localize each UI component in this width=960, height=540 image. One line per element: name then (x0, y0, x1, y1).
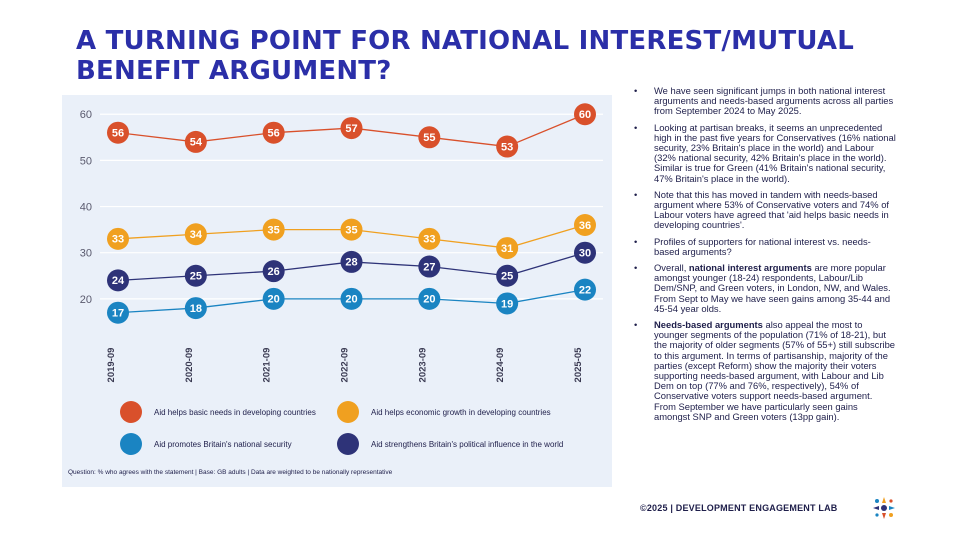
line-chart: 20 30 40 50 60 2019-09 2020-09 2021-09 2022-09 20… (80, 103, 603, 383)
data-point (262, 121, 285, 144)
data-point (184, 223, 207, 246)
copyright-brand: ©2025 | DEVELOPMENT ENGAGEMENT LAB (640, 503, 838, 513)
commentary-list: We have seen significant jumps in both n… (634, 85, 896, 428)
y-tick-label: 20 (80, 294, 92, 306)
legend-label: Aid helps economic growth in developing … (371, 407, 551, 417)
data-point (340, 117, 363, 140)
data-label: 60 (579, 109, 591, 121)
x-tick-label: 2021-09 (262, 348, 273, 383)
data-point (184, 297, 207, 320)
del-logo-icon (873, 497, 895, 519)
data-label: 53 (501, 141, 513, 153)
y-tick-label: 30 (80, 248, 92, 260)
bullet-item: Note that this has moved in tandem with … (634, 189, 896, 231)
data-point (184, 130, 207, 153)
data-point (340, 287, 363, 310)
data-point (340, 250, 363, 273)
data-label: 54 (190, 137, 203, 149)
legend-item-basic-needs: Aid helps basic needs in developing coun… (120, 401, 316, 423)
data-label: 18 (190, 303, 202, 315)
data-point (496, 237, 519, 260)
data-label: 22 (579, 284, 591, 296)
data-label: 24 (112, 275, 125, 287)
chart-panel: 20 30 40 50 60 2019-09 2020-09 2021-09 2022-09 20… (62, 95, 612, 487)
legend-marker (120, 433, 142, 455)
data-label: 34 (190, 229, 203, 241)
bullet-item: We have seen significant jumps in both n… (634, 85, 896, 117)
x-tick-label: 2019-09 (106, 348, 117, 383)
data-label: 20 (268, 294, 280, 306)
legend-item-national-security: Aid promotes Britain's national security (120, 433, 292, 455)
data-point (107, 121, 129, 144)
data-label: 19 (501, 298, 513, 310)
data-label: 26 (268, 266, 280, 278)
data-point (340, 218, 363, 241)
data-point (107, 301, 129, 324)
data-label: 27 (423, 261, 435, 273)
data-point (262, 287, 285, 310)
bullet-item: Profiles of supporters for national inte… (634, 236, 896, 257)
data-label: 33 (112, 234, 124, 246)
bullet-item: Needs-based arguments also appeal the mo… (634, 319, 896, 422)
data-label: 56 (268, 127, 280, 139)
data-label: 35 (268, 224, 280, 236)
data-label: 57 (345, 123, 357, 135)
data-label: 36 (579, 220, 591, 232)
legend-marker (337, 401, 359, 423)
bullet-item: Overall, national interest arguments are… (634, 262, 896, 314)
data-label: 33 (423, 234, 435, 246)
data-label: 17 (112, 307, 124, 319)
data-point (107, 227, 129, 250)
data-label: 25 (501, 271, 513, 283)
x-tick-label: 2024-09 (495, 348, 506, 383)
legend-label: Aid strengthens Britain's political infl… (371, 439, 564, 449)
x-tick-label: 2022-09 (340, 348, 351, 383)
legend-item-economic-growth: Aid helps economic growth in developing … (337, 401, 551, 423)
data-label: 55 (423, 132, 435, 144)
data-point (574, 214, 596, 236)
x-tick-label: 2023-09 (417, 348, 428, 383)
y-tick-label: 50 (80, 155, 92, 167)
x-tick-label: 2020-09 (184, 348, 195, 383)
data-point (496, 264, 519, 287)
legend-label: Aid promotes Britain's national security (154, 439, 292, 449)
data-point (418, 255, 441, 278)
data-label: 20 (423, 294, 435, 306)
data-point (262, 260, 285, 283)
legend-marker (337, 433, 359, 455)
data-point (574, 278, 596, 301)
data-point (262, 218, 285, 241)
data-point (184, 264, 207, 287)
data-label: 20 (345, 294, 357, 306)
data-label: 25 (190, 271, 202, 283)
data-point (496, 135, 519, 158)
y-tick-label: 40 (80, 202, 92, 214)
legend-item-political-influence: Aid strengthens Britain's political infl… (337, 433, 563, 455)
chart-footnote: Question: % who agrees with the statemen… (68, 469, 393, 476)
data-label: 31 (501, 243, 513, 255)
page-title: A TURNING POINT FOR NATIONAL INTEREST/MU… (76, 26, 855, 86)
data-point (418, 126, 441, 149)
legend-label: Aid helps basic needs in developing coun… (154, 407, 316, 417)
data-point (418, 287, 441, 310)
data-point (107, 269, 129, 292)
data-label: 30 (579, 247, 591, 259)
data-point (574, 103, 596, 126)
data-label: 56 (112, 127, 124, 139)
y-tick-label: 60 (80, 109, 92, 121)
data-point (418, 227, 441, 250)
x-tick-label: 2025-05 (573, 347, 584, 383)
data-point (496, 292, 519, 315)
data-point (574, 241, 596, 264)
legend-marker (120, 401, 142, 423)
data-label: 28 (345, 257, 357, 269)
bullet-item: Looking at partisan breaks, it seems an … (634, 122, 896, 184)
data-label: 35 (345, 224, 357, 236)
